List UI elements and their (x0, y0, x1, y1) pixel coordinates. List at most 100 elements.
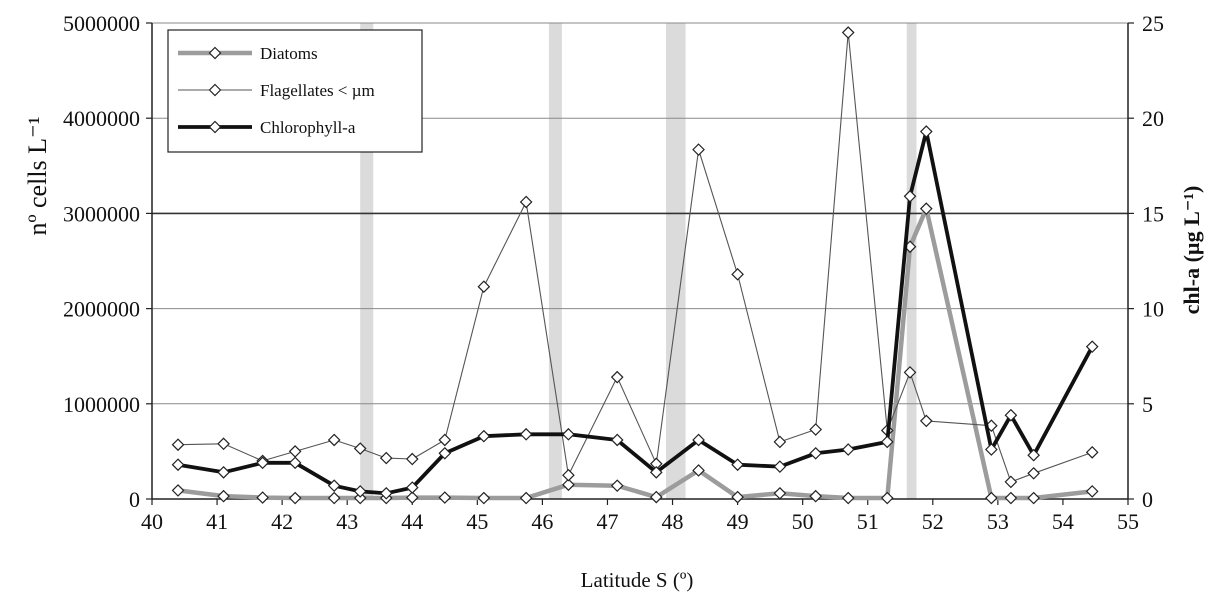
x-tick-label: 48 (662, 509, 684, 534)
data-point (288, 445, 302, 458)
y-left-tick-label: 2000000 (63, 297, 140, 322)
highlight-band-1 (548, 23, 562, 499)
legend-label: Diatoms (260, 44, 318, 63)
data-point (841, 26, 855, 39)
data-point (519, 195, 533, 209)
data-point (610, 479, 624, 493)
y-left-tick-label: 3000000 (63, 201, 140, 226)
x-tick-label: 46 (531, 509, 553, 534)
data-point (217, 465, 230, 479)
data-point (405, 481, 419, 494)
legend: Diatoms Flagellates < µm Chlorophyll-a (167, 29, 423, 153)
legend-label: Flagellates < µm (260, 81, 375, 100)
x-tick-label: 40 (141, 509, 163, 534)
series-group (171, 26, 1099, 505)
y-right-tick-label: 5 (1142, 392, 1153, 417)
x-tick-label: 53 (987, 509, 1009, 534)
data-point (171, 458, 185, 472)
y-left-tick-label: 4000000 (63, 106, 140, 131)
series-0 (171, 202, 1099, 505)
x-tick-label: 49 (727, 509, 749, 534)
data-point (880, 491, 894, 505)
data-point (841, 443, 855, 456)
x-tick-label: 54 (1052, 509, 1074, 534)
data-point (438, 446, 452, 460)
data-point (1085, 485, 1099, 498)
x-tick-label: 43 (336, 509, 358, 534)
data-point (353, 442, 367, 455)
data-point (773, 486, 787, 500)
data-point (477, 429, 491, 443)
data-point (288, 456, 302, 470)
data-point (171, 484, 185, 497)
data-point (919, 202, 933, 215)
x-tick-label: 50 (792, 509, 814, 534)
data-point (327, 479, 341, 493)
data-point (731, 458, 744, 472)
data-point (477, 280, 491, 294)
x-tick-label: 51 (857, 509, 879, 534)
data-point (438, 433, 452, 447)
data-point (379, 486, 393, 500)
y-axis-right-label: chl-a (µg L⁻¹) (1179, 186, 1204, 315)
data-point (903, 366, 917, 379)
data-point (1085, 340, 1099, 354)
legend-swatch-marker (208, 120, 222, 134)
data-point (610, 370, 624, 384)
data-point (405, 491, 419, 504)
x-tick-label: 55 (1117, 509, 1139, 534)
y-right-tick-labels: 0 5 10 15 20 25 (1142, 11, 1164, 512)
data-point (1004, 408, 1018, 422)
data-point (610, 433, 624, 447)
data-point (985, 491, 998, 505)
data-point (841, 491, 855, 505)
data-point (256, 491, 269, 504)
y-right-tick-label: 25 (1142, 11, 1164, 36)
x-tick-label: 42 (271, 509, 293, 534)
data-point (519, 427, 533, 441)
data-point (731, 490, 744, 504)
legend-swatch-marker (208, 46, 222, 60)
data-point (903, 189, 917, 203)
x-tick-label: 52 (922, 509, 944, 534)
data-point (438, 491, 452, 504)
y-left-tick-label: 1000000 (63, 392, 140, 417)
y-right-tick-label: 15 (1142, 201, 1164, 226)
highlight-bands (360, 23, 917, 499)
data-point (731, 267, 744, 281)
data-point (692, 464, 705, 477)
data-point (171, 438, 185, 452)
data-point (405, 452, 419, 466)
data-point (256, 456, 269, 470)
data-point (773, 435, 787, 449)
data-point (1027, 491, 1040, 505)
x-tick-label: 47 (596, 509, 618, 534)
x-axis-label: Latitude S (º) (581, 568, 694, 592)
x-tick-labels: 40 41 42 43 44 45 46 47 48 49 50 51 52 53 54 55 (141, 509, 1139, 534)
legend-label: Chlorophyll-a (260, 118, 356, 137)
data-point (1004, 475, 1018, 489)
data-point (809, 423, 823, 436)
data-point (327, 433, 341, 447)
data-point (919, 414, 933, 428)
data-point (649, 465, 663, 479)
y-axis-left-label: nº cells L⁻¹ (23, 116, 52, 235)
data-point (379, 451, 393, 465)
data-point (327, 491, 341, 505)
data-point (288, 491, 302, 505)
data-point (919, 125, 933, 138)
data-point (519, 491, 533, 505)
series-2 (171, 125, 1099, 500)
legend-swatch-marker (208, 83, 222, 97)
data-point (1027, 448, 1040, 462)
data-point (562, 427, 575, 441)
data-point (562, 478, 575, 492)
data-point (353, 485, 367, 498)
y-left-tick-label: 5000000 (63, 11, 140, 36)
y-left-tick-label: 0 (129, 487, 140, 512)
x-tick-label: 44 (401, 509, 423, 534)
data-point (353, 491, 367, 505)
data-point (692, 433, 705, 447)
data-point (1085, 446, 1099, 459)
y-right-tick-label: 10 (1142, 297, 1164, 322)
